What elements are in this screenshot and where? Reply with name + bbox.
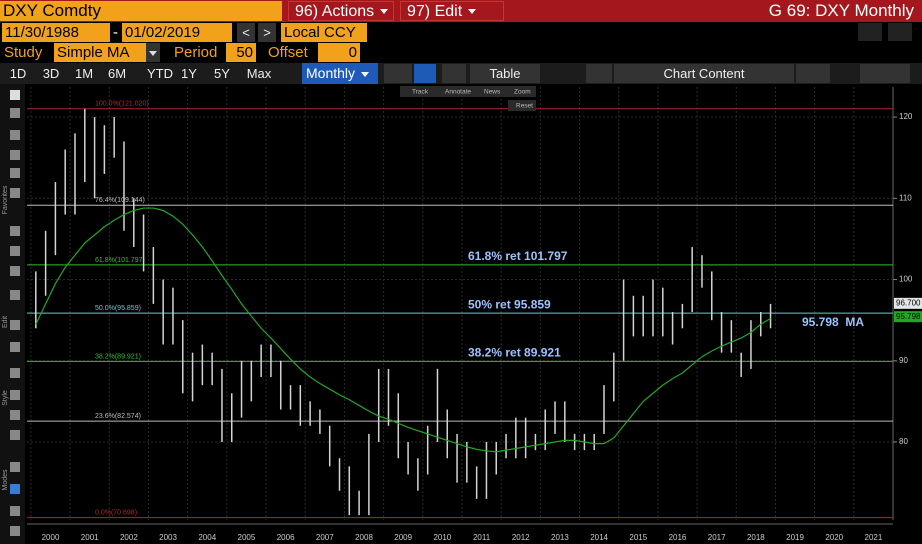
currency-field[interactable]: Local CCY <box>281 23 367 42</box>
ma-annotation: 95.798 MA <box>802 315 864 329</box>
end-date[interactable]: 01/02/2019 <box>122 23 232 42</box>
study-dropdown[interactable] <box>146 43 160 62</box>
x-tick-label: 2011 <box>473 533 491 542</box>
undo-button[interactable] <box>858 23 882 41</box>
x-tick-label: 2020 <box>825 533 843 542</box>
edit-menu[interactable]: 97) Edit <box>400 1 504 21</box>
x-tick-label: 2014 <box>590 533 608 542</box>
x-tick-label: 2018 <box>747 533 765 542</box>
actions-menu[interactable]: 96) Actions <box>288 1 394 21</box>
sidebar-label: Favorites <box>2 185 9 214</box>
study-label: Study <box>4 44 43 61</box>
actions-label: 96) Actions <box>295 3 375 20</box>
annotation: 50% ret 95.859 <box>468 297 551 311</box>
sidebar-icons <box>10 90 20 536</box>
x-tick-label: 2001 <box>81 533 99 542</box>
x-tick-label: 2021 <box>865 533 883 542</box>
x-tick-label: 2006 <box>277 533 295 542</box>
x-tick-label: 2002 <box>120 533 138 542</box>
range-button[interactable]: 5Y <box>208 64 236 83</box>
fib-label: 38.2%(89.921) <box>95 353 141 360</box>
edit-label: 97) Edit <box>407 3 463 20</box>
range-button[interactable]: 1M <box>70 64 98 83</box>
frequency-label: Monthly <box>306 65 356 81</box>
frequency-dropdown[interactable]: Monthly <box>302 63 378 84</box>
y-tick-label: 110 <box>899 193 912 202</box>
settings-icon[interactable] <box>860 64 910 83</box>
x-tick-label: 2017 <box>708 533 726 542</box>
x-tick-label: 2003 <box>159 533 177 542</box>
x-tick-label: 2019 <box>786 533 804 542</box>
x-tick-label: 2010 <box>433 533 451 542</box>
sidebar-label: Edit <box>2 316 9 328</box>
fib-label: 0.0%(70.698) <box>95 509 137 516</box>
y-tick-label: 90 <box>899 356 908 365</box>
reset-button: Reset <box>516 103 533 110</box>
more-icon[interactable] <box>442 64 466 83</box>
offset-label: Offset <box>268 44 308 61</box>
mini-toolbar <box>400 86 536 111</box>
redo-button[interactable] <box>888 23 912 41</box>
window-title: G 69: DXY Monthly <box>768 1 914 20</box>
fib-label: 100.0%(121.020) <box>95 101 149 108</box>
range-button[interactable]: 6M <box>103 64 131 83</box>
x-tick-label: 2007 <box>316 533 334 542</box>
fib-label: 23.6%(82.574) <box>95 413 141 420</box>
period-label: Period <box>174 44 218 61</box>
study-field[interactable]: Simple MA <box>54 43 146 62</box>
range-button[interactable]: YTD <box>142 64 178 83</box>
x-tick-label: 2004 <box>198 533 216 542</box>
mini-button: Zoom <box>514 89 531 96</box>
range-button[interactable]: Max <box>241 64 277 83</box>
table-button[interactable]: Table <box>470 64 540 83</box>
price-tag <box>894 311 922 323</box>
date-sep: - <box>113 24 118 41</box>
x-tick-label: 2012 <box>512 533 530 542</box>
fib-label: 76.4%(109.144) <box>95 197 145 204</box>
offset-field[interactable]: 0 <box>318 43 360 62</box>
x-tick-label: 2000 <box>42 533 60 542</box>
prev-button[interactable]: < <box>237 23 255 42</box>
range-button[interactable]: 1D <box>4 64 32 83</box>
y-tick-label: 80 <box>899 437 908 446</box>
ma-line <box>35 207 771 453</box>
x-tick-label: 2015 <box>629 533 647 542</box>
mini-button: Annotate <box>445 89 471 96</box>
y-tick-label: 120 <box>899 112 913 121</box>
fib-label: 50.0%(95.859) <box>95 305 141 312</box>
annotation: 61.8% ret 101.797 <box>468 249 568 263</box>
chart-content-button[interactable]: Chart Content <box>614 64 794 83</box>
mini-button: News <box>484 89 501 96</box>
y-tick-label: 100 <box>899 275 913 284</box>
bar-icon[interactable] <box>414 64 436 83</box>
x-tick-label: 2005 <box>238 533 256 542</box>
mini-button: Track <box>412 89 429 96</box>
x-tick-label: 2016 <box>669 533 687 542</box>
price-tag-label: 96.700 <box>896 298 921 307</box>
price-tag <box>894 297 922 309</box>
chart-bg <box>0 84 922 544</box>
x-tick-label: 2013 <box>551 533 569 542</box>
period-field[interactable]: 50 <box>226 43 256 62</box>
edit-icon[interactable] <box>796 64 830 83</box>
security-field[interactable]: DXY Comdty <box>0 1 282 21</box>
line-icon[interactable] <box>384 64 412 83</box>
x-tick-label: 2008 <box>355 533 373 542</box>
annotation: 38.2% ret 89.921 <box>468 346 561 360</box>
x-tick-label: 2009 <box>394 533 412 542</box>
next-button[interactable]: > <box>258 23 276 42</box>
sidebar-label: Modes <box>2 469 9 491</box>
price-tag-label: 95.798 <box>896 312 921 321</box>
fib-label: 61.8%(101.797) <box>95 257 145 264</box>
range-button[interactable]: 1Y <box>175 64 203 83</box>
start-date[interactable]: 11/30/1988 <box>2 23 110 42</box>
sidebar-label: Style <box>2 390 9 406</box>
collapse-button[interactable] <box>586 64 612 83</box>
range-button[interactable]: 3D <box>37 64 65 83</box>
